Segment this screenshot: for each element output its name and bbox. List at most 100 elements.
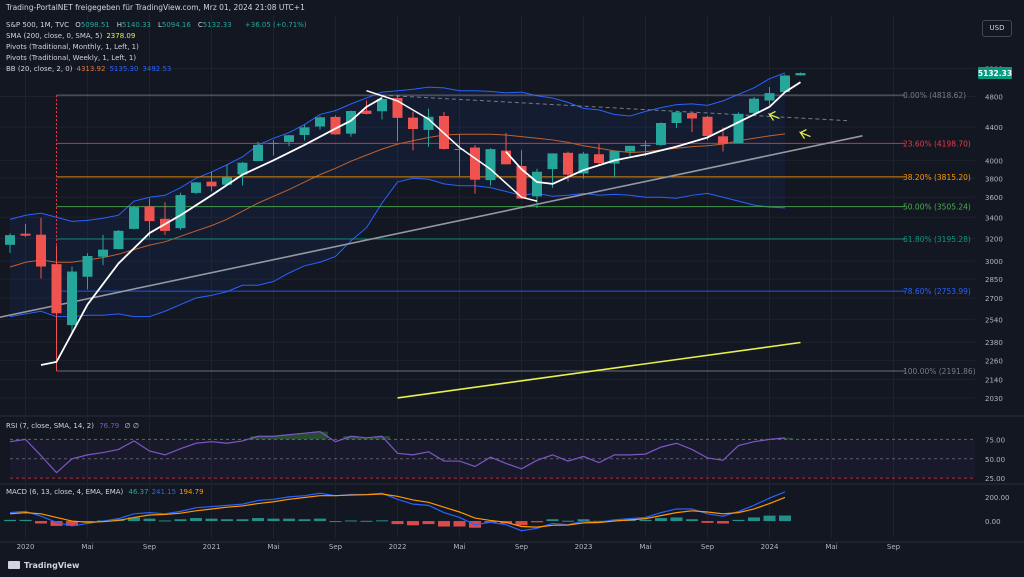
candle-body [795,73,806,76]
fib-level-label: 0.00% (4818.62) [903,91,966,100]
price-tick-label: 3000 [985,258,1003,266]
drawn-uptrend-curve-2 [505,81,801,185]
macd-histogram-bar [624,519,636,522]
indicator-row[interactable]: BB (20, close, 2, 0) 4313.92 5135.30 3492.5… [6,64,175,75]
macd-histogram-bar [748,517,760,522]
candle-body [718,136,728,144]
candle-body [222,177,232,185]
macd-histogram-bar [221,519,233,522]
candle-body [501,150,511,165]
candle-body [82,256,93,277]
macd-histogram-bar [376,520,388,522]
candle-body [392,98,403,118]
indicator-row[interactable]: Pivots (Traditional, Monthly, 1, Left, 1… [6,42,143,53]
time-tick-label: Mai [267,543,279,551]
tradingview-logo: TradingView [8,561,79,570]
macd-line [9,491,786,532]
tradingview-logo-icon [8,561,20,569]
indicator-row[interactable]: SMA (200, close, 0, SMA, 5) 2378.09 [6,31,139,42]
rsi-pane: 25.00 50.00 75.00 [9,431,1005,483]
candle-body [98,249,108,257]
candle-body [687,113,697,119]
ohlc-h: H5140.33 [116,21,151,29]
macd-histogram-bar [422,521,435,525]
fib-level-label: 23.60% (4198.70) [903,139,971,148]
time-tick-label: 2020 [17,543,35,551]
fibonacci-levels: 0.00% (4818.62) 23.60% (4198.70) 38.20% (3… [56,91,976,376]
bollinger-bands [9,72,786,318]
macd-values: 46.37 241.15 194.79 [129,488,207,496]
candle-body [625,145,635,152]
indicator-row[interactable]: Pivots (Traditional, Weekly, 1, Left, 1) [6,53,140,64]
time-tick-label: Mai [81,543,93,551]
time-tick-label: Sep [887,543,901,551]
price-tick-label: 2380 [985,339,1003,347]
candle-body [67,271,77,326]
price-tick-label: 3200 [985,236,1003,244]
macd-histogram-bar [531,521,543,523]
candle-body [408,117,418,130]
rsi-overbought-fill [250,431,793,440]
indicator-value: 4313.92 [76,65,106,73]
rsi-header: RSI (7, close, SMA, 14, 2) 76.79 ∅ ∅ [6,422,142,430]
price-tick-label: 2540 [985,316,1003,324]
candle-body [129,207,139,229]
symbol-header: S&P 500, 1M, TVC O5098.51 H5140.33 L5094.1… [6,20,311,31]
drawn-downtrend-line [366,89,538,202]
candle-body [656,123,666,145]
rsi-tick-label: 75.00 [985,436,1005,444]
macd-histogram-bar [779,515,791,522]
ohlc-l: L5094.16 [157,21,191,29]
rsi-tick-label: 50.00 [985,456,1005,464]
price-tick-label: 4800 [985,93,1003,101]
bb-upper-line [9,72,786,222]
macd-histogram-bar [283,518,295,522]
last-price-tag [978,67,1012,80]
yellow-arrow-2-icon [798,128,811,139]
trend-lines [0,94,863,399]
indicator-label: BB (20, close, 2, 0) [6,65,73,73]
macd-histogram-bar [686,519,698,522]
dashed-resistance-line [381,94,848,122]
price-tick-label: 3600 [985,194,1003,202]
macd-tick-label: 0.00 [985,518,1001,526]
macd-histogram-bar [128,517,140,522]
candle-body [330,116,341,135]
price-tick-label: 2260 [985,357,1003,365]
brand-name: TradingView [24,561,80,570]
candle-body [780,75,790,93]
macd-label: MACD (6, 13, close, 4, EMA, EMA) [6,488,124,496]
macd-histogram-bar [205,518,218,522]
candle-body [284,135,294,142]
rsi-tick-label: 25.00 [985,475,1005,483]
price-tick-label: 3800 [985,175,1003,183]
macd-tick-label: 200.00 [985,494,1010,502]
macd-histogram-bar [50,521,63,526]
rsi-line [9,431,786,474]
candle-body [733,113,744,144]
candle-body [594,154,604,163]
candle-body [764,93,775,101]
macd-histogram-bar [593,520,605,522]
last-price-label: 5132.33 [978,69,1012,78]
indicator-label: Pivots (Traditional, Monthly, 1, Left, 1… [6,43,139,51]
macd-histogram-bar [732,519,745,522]
macd-histogram-bar [81,521,94,523]
fib-level-label: 78.60% (2753.99) [903,287,971,296]
indicator-label: Pivots (Traditional, Weekly, 1, Left, 1) [6,54,137,62]
sma-200-line [397,341,801,399]
candle-body [237,162,248,175]
currency-button[interactable]: USD [982,20,1012,37]
axes: 2030 2140 2260 2380 2540 2700 2850 3000 3200 3400… [17,65,1013,551]
macd-histogram-bar [143,518,156,522]
macd-histogram-bar [329,521,342,523]
macd-histogram-bar [391,521,404,525]
candle-body [609,150,620,164]
candle-body [346,111,356,134]
fib-level-label: 50.00% (3505.24) [903,203,971,212]
price-tick-label: 2700 [985,295,1003,303]
fib-level-label: 38.20% (3815.20) [903,173,971,182]
drawn-uptrend-curve-1 [40,97,383,366]
macd-histogram-bar [298,519,311,522]
